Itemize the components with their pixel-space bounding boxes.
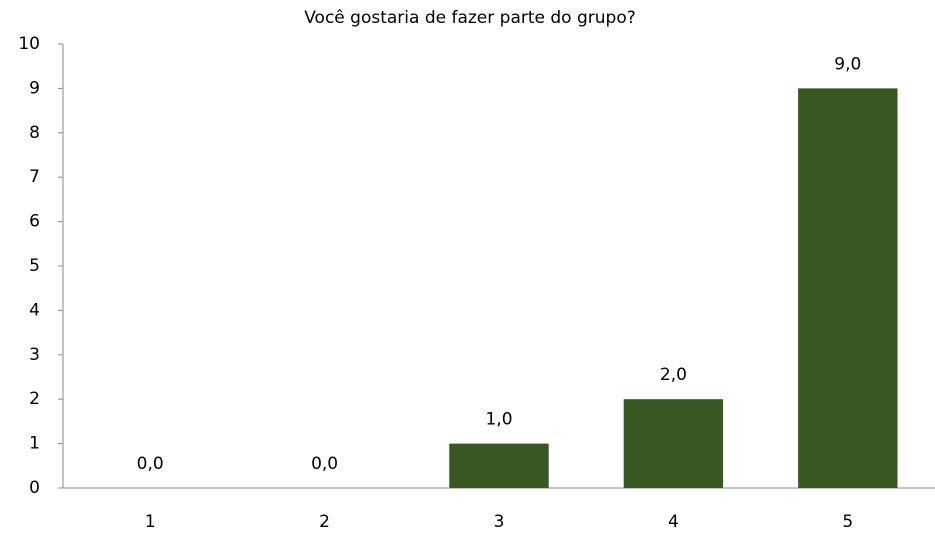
x-tick-label: 5 [842, 512, 853, 532]
y-tick-label: 1 [29, 434, 40, 454]
y-tick-label: 7 [29, 167, 40, 187]
y-tick-label: 2 [29, 389, 40, 409]
y-tick-label: 8 [29, 123, 40, 143]
bar [798, 88, 898, 489]
y-tick-label: 0 [29, 478, 40, 498]
x-tick-label: 3 [494, 512, 505, 532]
y-tick-label: 5 [29, 256, 40, 276]
y-tick-label: 10 [18, 34, 40, 54]
data-label: 1,0 [485, 410, 512, 430]
data-label: 2,0 [660, 365, 687, 385]
y-tick-label: 9 [29, 78, 40, 98]
y-tick-label: 6 [29, 212, 40, 232]
x-tick-label: 2 [319, 512, 330, 532]
y-tick-label: 4 [29, 300, 40, 320]
y-tick-label: 3 [29, 345, 40, 365]
data-label: 9,0 [834, 54, 861, 74]
x-tick-label: 4 [668, 512, 679, 532]
x-tick-label: 1 [145, 512, 156, 532]
data-label: 0,0 [311, 454, 338, 474]
data-label: 0,0 [137, 454, 164, 474]
chart-title: Você gostaria de fazer parte do grupo? [304, 8, 636, 28]
bar [449, 443, 549, 488]
bar [623, 399, 724, 488]
